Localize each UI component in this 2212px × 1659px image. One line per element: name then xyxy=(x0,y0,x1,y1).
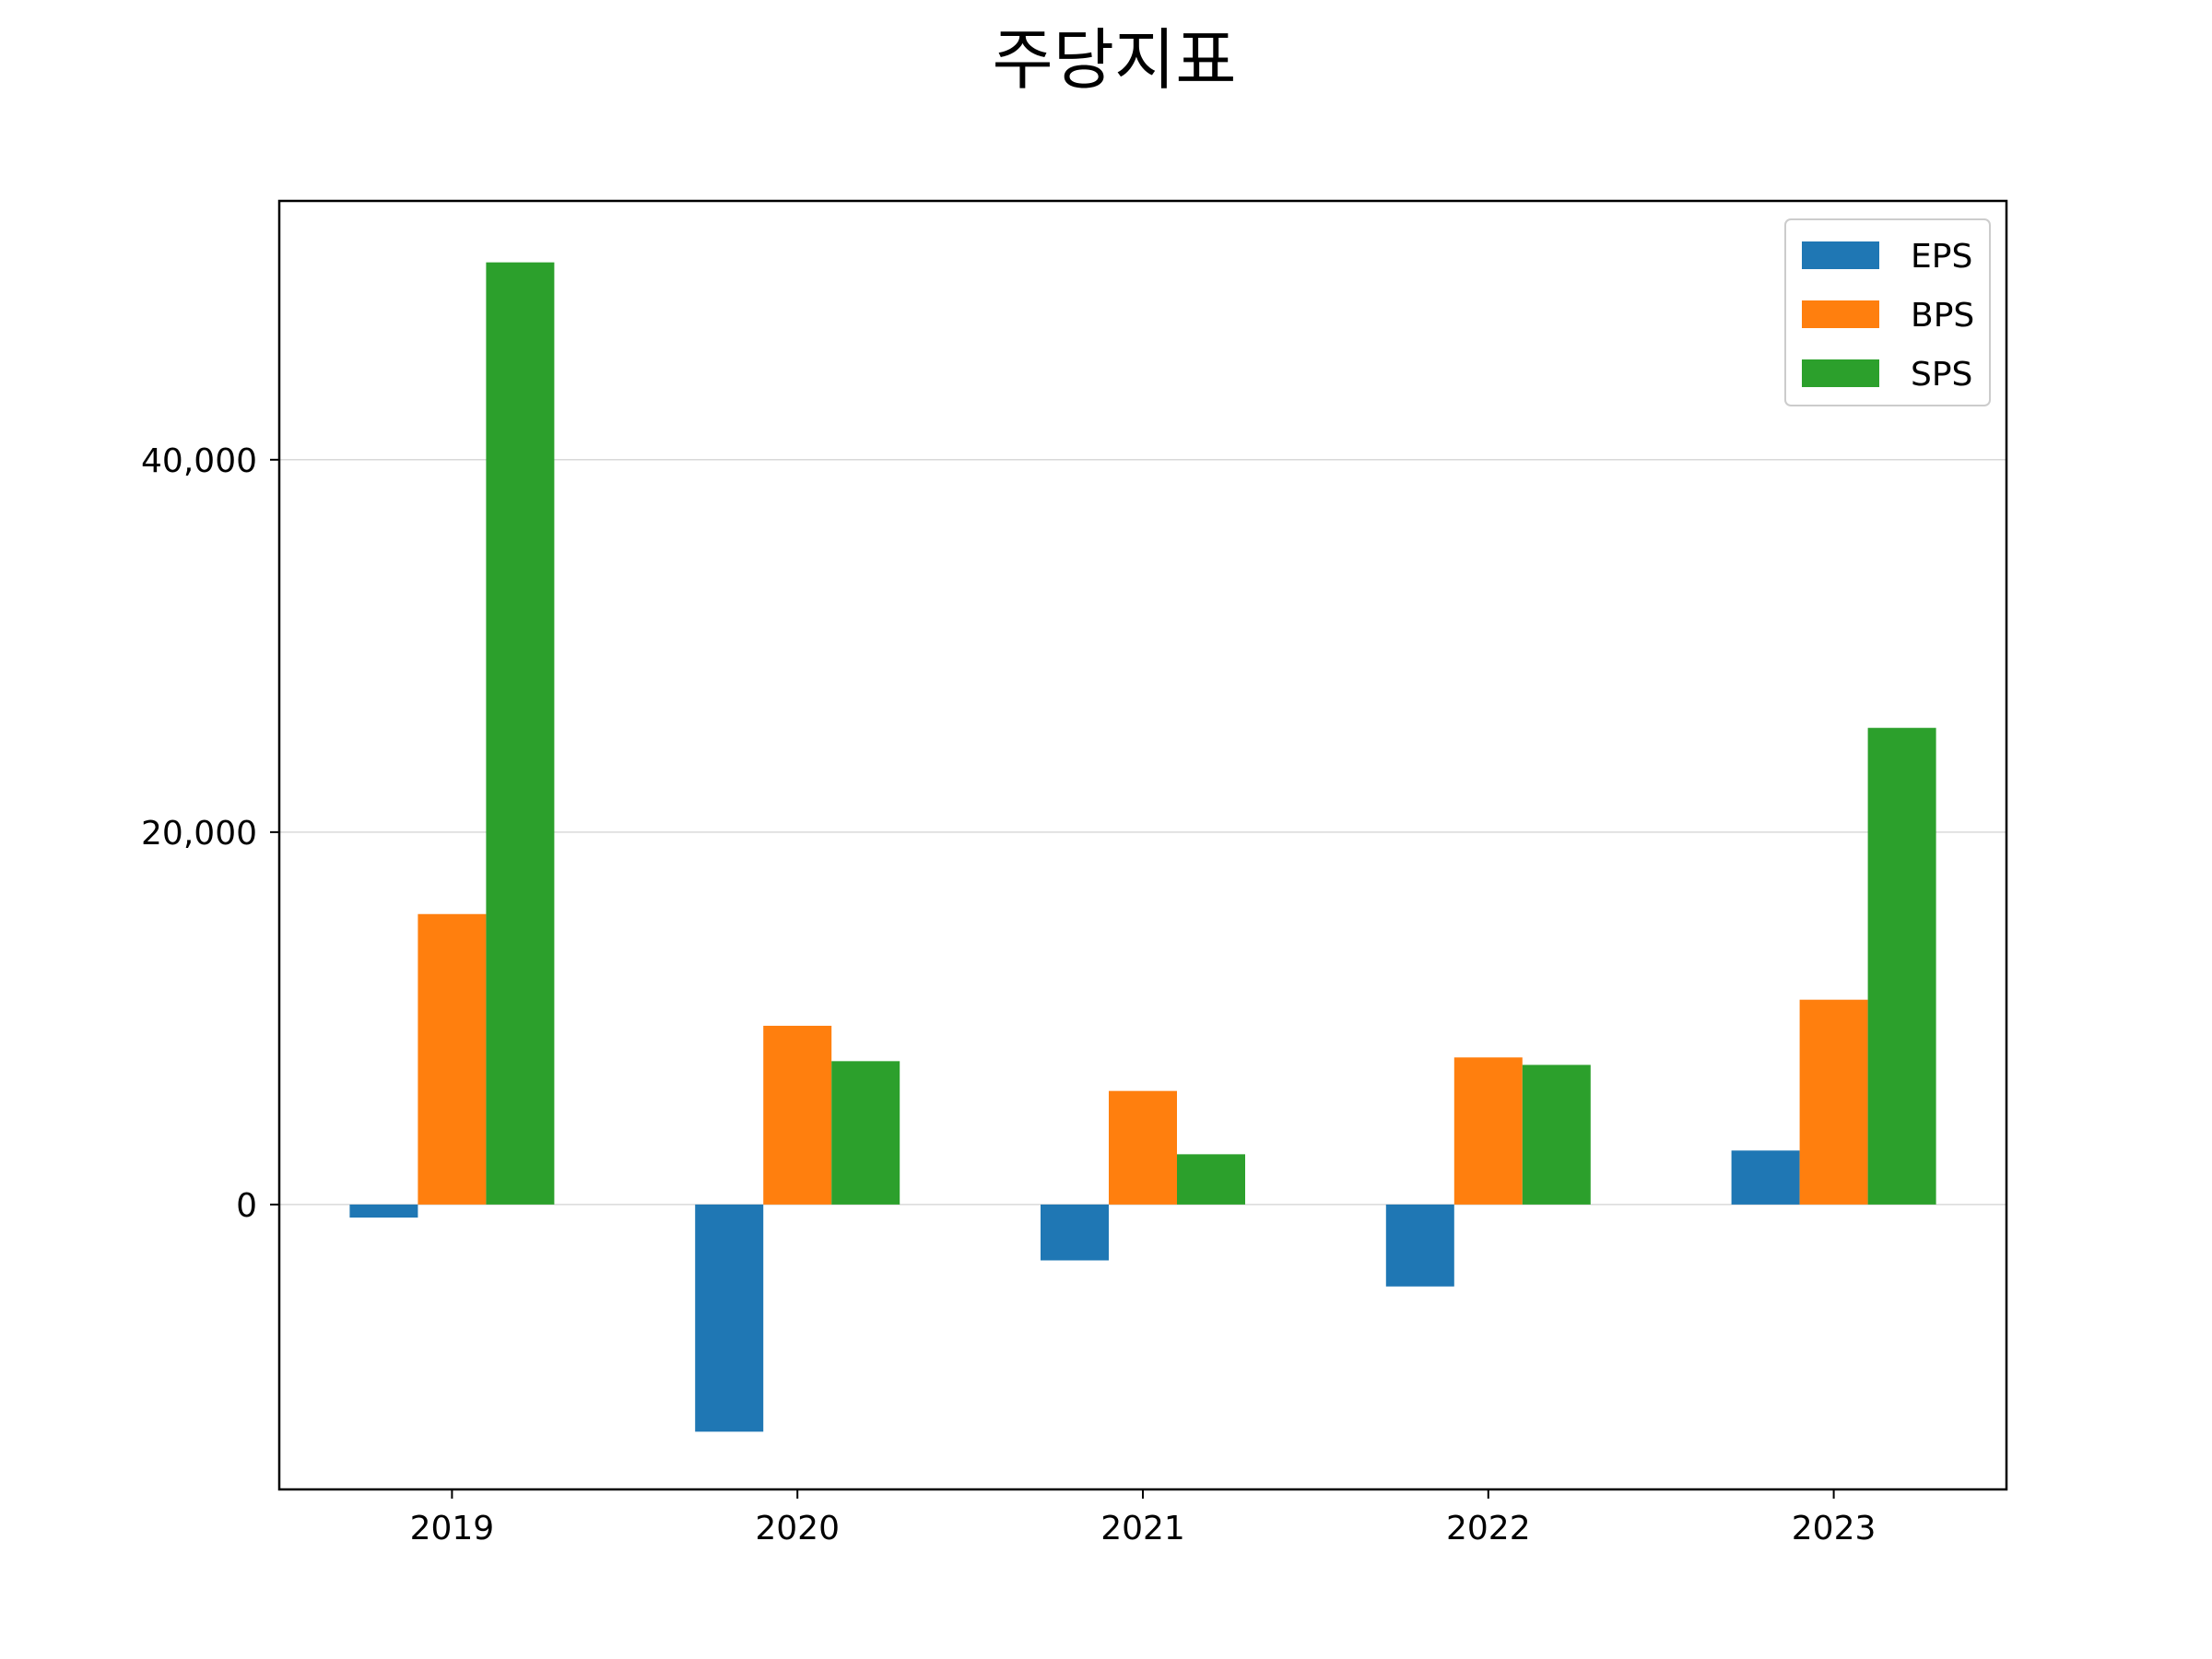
x-tick-label: 2023 xyxy=(1792,1510,1877,1547)
bar-eps-2023 xyxy=(1731,1150,1800,1205)
bar-bps-2023 xyxy=(1799,999,1868,1205)
legend-swatch-sps xyxy=(1802,359,1879,387)
y-axis: 0 20,000 40,000 xyxy=(141,442,279,1225)
x-tick-label: 2021 xyxy=(1100,1510,1185,1547)
x-tick-label: 2020 xyxy=(755,1510,840,1547)
x-axis: 2019 2020 2021 2022 2023 xyxy=(410,1489,1877,1547)
chart-title: 주당지표 xyxy=(993,21,1237,99)
bar-eps-2022 xyxy=(1385,1204,1454,1287)
bar-bps-2020 xyxy=(763,1025,832,1205)
bar-sps-2022 xyxy=(1522,1065,1591,1205)
x-tick-label: 2022 xyxy=(1446,1510,1531,1547)
bar-eps-2021 xyxy=(1041,1204,1109,1261)
bar-sps-2021 xyxy=(1177,1154,1245,1205)
y-tick-label: 40,000 xyxy=(141,442,257,480)
bar-eps-2020 xyxy=(695,1204,764,1432)
bar-sps-2020 xyxy=(831,1061,900,1205)
bar-bps-2019 xyxy=(418,913,487,1205)
bars xyxy=(349,262,1936,1432)
y-tick-label: 0 xyxy=(236,1187,257,1225)
bar-bps-2021 xyxy=(1109,1090,1177,1205)
x-tick-label: 2019 xyxy=(410,1510,495,1547)
bar-sps-2023 xyxy=(1867,727,1936,1205)
legend-swatch-bps xyxy=(1802,300,1879,328)
bar-bps-2022 xyxy=(1453,1057,1523,1205)
legend-label-sps: SPS xyxy=(1911,356,1972,394)
y-tick-label: 20,000 xyxy=(141,815,257,853)
legend-swatch-eps xyxy=(1802,241,1879,269)
legend: EPS BPS SPS xyxy=(1784,218,1991,406)
bar-eps-2019 xyxy=(349,1204,418,1218)
bar-sps-2019 xyxy=(486,262,555,1205)
legend-label-eps: EPS xyxy=(1911,238,1972,276)
legend-label-bps: BPS xyxy=(1911,297,1974,335)
